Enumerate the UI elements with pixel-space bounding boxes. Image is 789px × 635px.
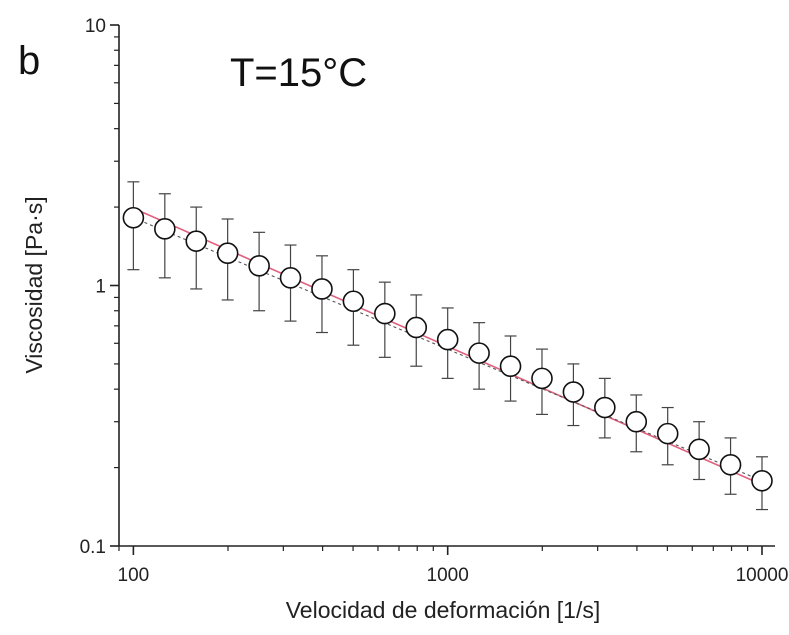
data-point [216,242,239,265]
data-point [154,218,176,240]
data-point [122,206,145,229]
data-point [374,302,396,325]
data-point [625,410,648,433]
x-tick-label: 1000 [427,565,469,586]
data-point [594,396,616,419]
y-tick-label: 0.1 [80,537,106,558]
x-tick-label: 10000 [736,565,789,586]
data-point [436,328,459,351]
data-point [185,230,208,252]
axes: 100 1000 10000 0.1 1 10 [80,16,789,586]
data-point [311,278,333,300]
data-point [499,355,522,378]
data-point [688,438,710,461]
temperature-annotation: T=15°C [230,51,367,95]
y-tick-label: 10 [85,16,106,37]
data-point [248,255,270,277]
y-axis-title: Viscosidad [Pa·s] [21,196,47,373]
y-tick-label: 1 [95,277,106,298]
data-point [562,381,585,403]
x-axis-title: Velocidad de deformación [1/s] [286,597,601,623]
data-point [468,342,490,364]
data-point [656,422,679,445]
data-point [751,469,773,492]
data-point [405,316,428,339]
data-point [342,290,365,313]
data-points [122,206,773,492]
data-point [719,453,742,476]
data-point [279,267,302,289]
data-point [531,367,553,390]
panel-label: b [18,39,40,83]
x-tick-label: 100 [118,565,150,586]
